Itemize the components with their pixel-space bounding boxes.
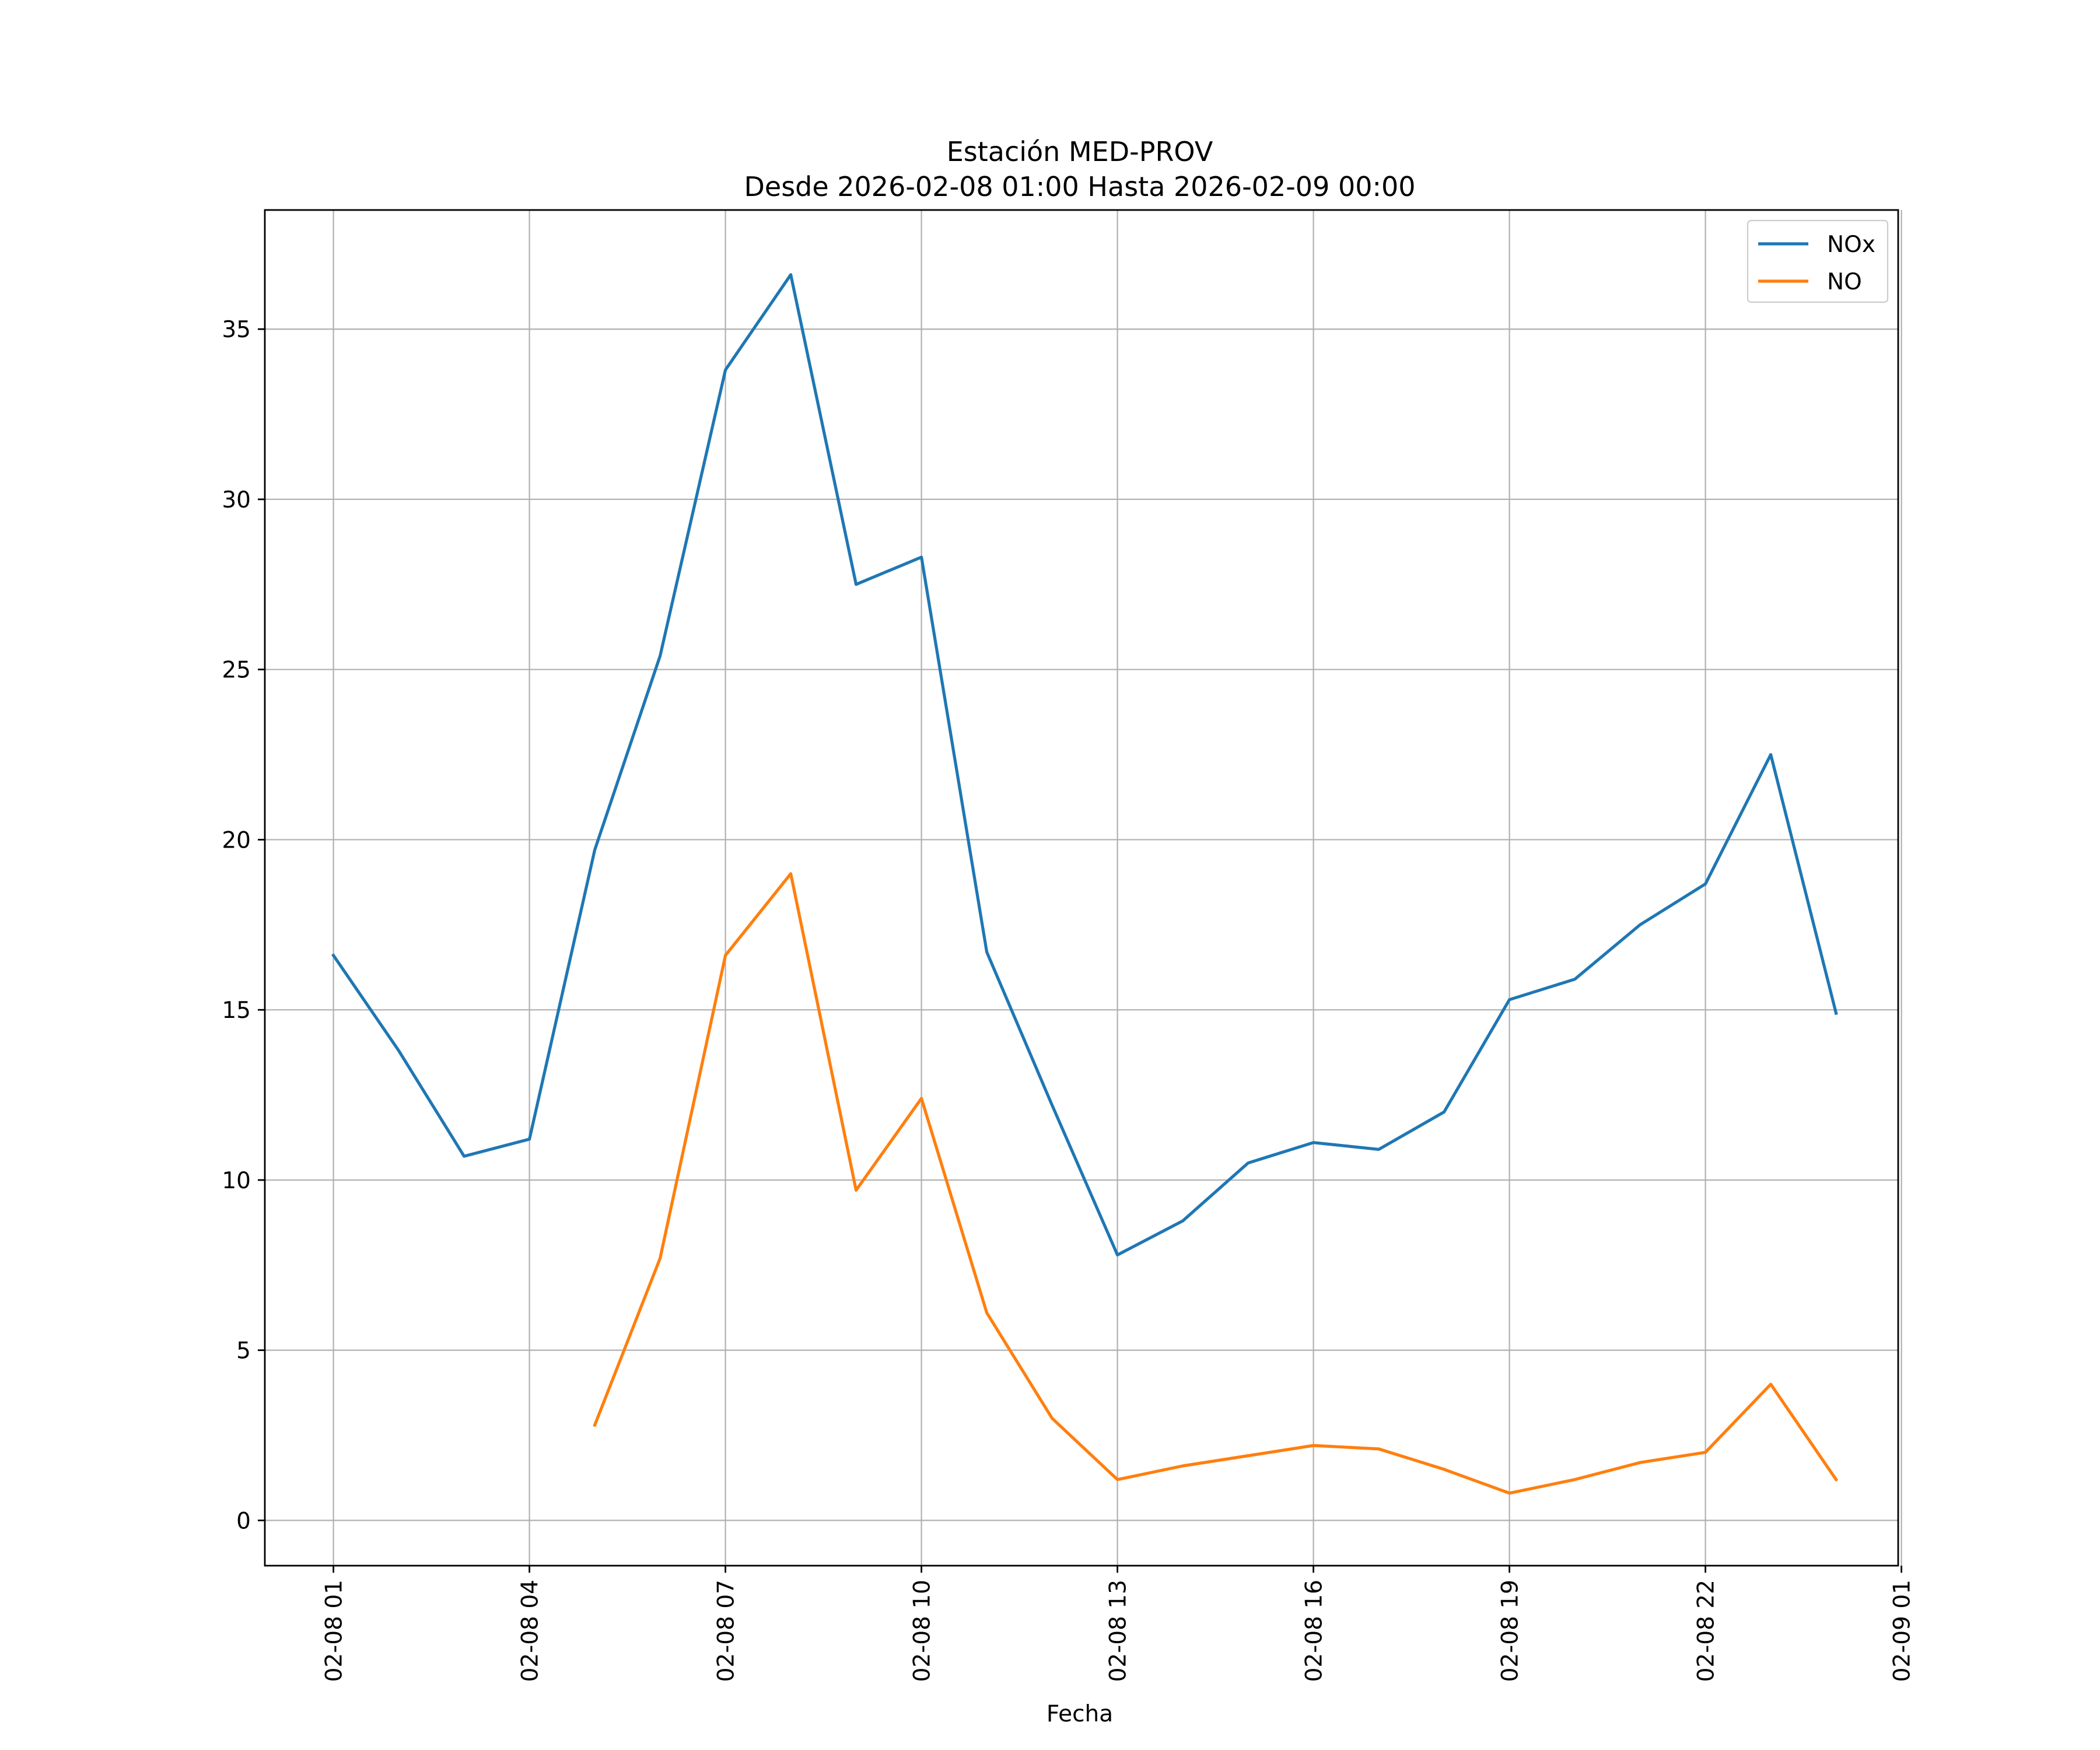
y-tick-label: 30 xyxy=(222,487,251,513)
legend: NOx NO xyxy=(1746,219,1889,303)
series-line-nox xyxy=(331,273,1838,1256)
series-lines xyxy=(331,273,1839,1495)
x-axis-label: Fecha xyxy=(1046,1701,1113,1727)
x-tick-label: 02-08 13 xyxy=(1105,1580,1132,1682)
y-tick-label: 35 xyxy=(222,317,251,343)
plot-area-frame xyxy=(264,209,1899,1567)
y-tick-label: 10 xyxy=(222,1168,251,1194)
series-line-no xyxy=(593,872,1839,1495)
y-tick-label: 0 xyxy=(236,1508,251,1534)
x-tick-label: 02-09 01 xyxy=(1889,1580,1916,1682)
x-tick-label: 02-08 19 xyxy=(1497,1580,1524,1682)
chart-title-line-1: Estación MED-PROV xyxy=(947,136,1213,167)
legend-label-no: NO xyxy=(1827,269,1862,295)
y-tick-label: 5 xyxy=(236,1338,251,1364)
x-tick-label: 02-08 22 xyxy=(1693,1580,1720,1682)
grid-lines xyxy=(265,210,1902,1566)
chart-title-line-2: Desde 2026-02-08 01:00 Hasta 2026-02-09 … xyxy=(744,171,1415,202)
legend-label-nox: NOx xyxy=(1827,232,1875,258)
x-tick-label: 02-08 10 xyxy=(909,1580,936,1682)
x-tick-label: 02-08 01 xyxy=(321,1580,348,1682)
y-tick-label: 20 xyxy=(222,827,251,853)
chart-title: Estación MED-PROV Desde 2026-02-08 01:00… xyxy=(744,136,1415,202)
x-tick-label: 02-08 07 xyxy=(713,1580,740,1682)
x-tick-label: 02-08 04 xyxy=(517,1580,544,1682)
y-axis: 0 5 10 15 20 25 30 35 xyxy=(222,317,265,1534)
x-axis: 02-08 01 02-08 04 02-08 07 02-08 10 02-08 13… xyxy=(321,1566,1916,1682)
y-tick-label: 25 xyxy=(222,657,251,684)
y-tick-label: 15 xyxy=(222,998,251,1024)
x-tick-label: 02-08 16 xyxy=(1301,1580,1328,1682)
